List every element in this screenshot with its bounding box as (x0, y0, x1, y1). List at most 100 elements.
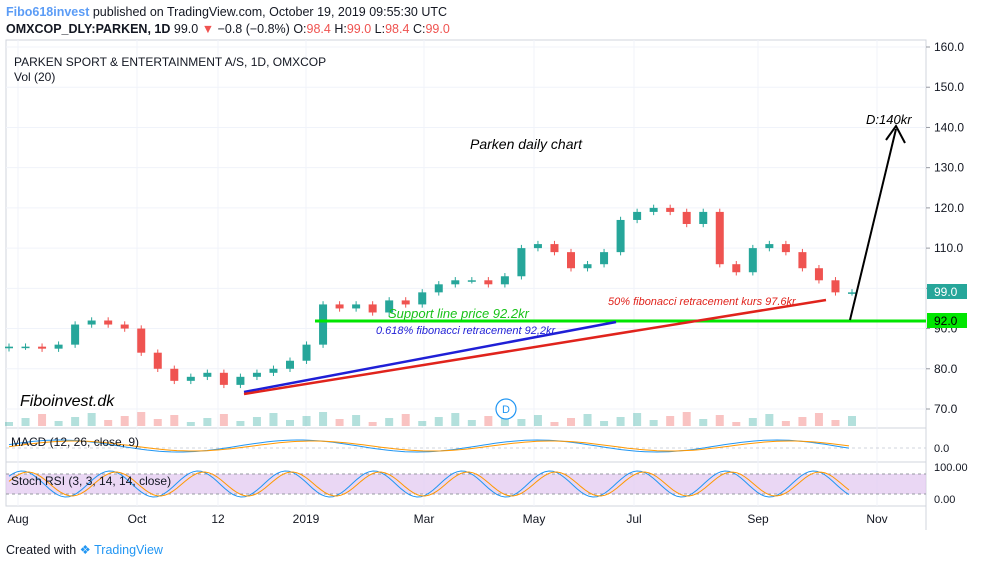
volume-bar (120, 416, 129, 426)
volume-bar (401, 414, 410, 426)
volume-bar (418, 421, 427, 426)
candle-body (137, 328, 146, 353)
candle-body (319, 304, 328, 345)
volume-bar (814, 413, 823, 426)
volume-bar (600, 421, 609, 426)
y-tick-label: 140.0 (934, 120, 964, 134)
high-label: H: (334, 22, 347, 36)
volume-bar (781, 421, 790, 426)
candle-body (699, 211, 708, 224)
footer: Created with ❖ TradingView (6, 542, 163, 557)
volume-bar (715, 415, 724, 426)
volume-bar (517, 419, 526, 426)
macd-signal-line (8, 440, 850, 452)
high-value: 99.0 (346, 22, 372, 36)
candle-body (269, 368, 278, 373)
volume-bar (732, 422, 741, 426)
support-price-badge (927, 313, 967, 328)
candle-body (153, 352, 162, 369)
volume-bar (186, 422, 195, 426)
stoch-k-line (8, 470, 850, 498)
macd-pane[interactable] (5, 427, 927, 463)
volume-bar (484, 416, 493, 426)
x-tick-label: 12 (211, 512, 225, 526)
volume-bar (21, 418, 30, 426)
candle-body (186, 376, 195, 381)
close-value: 99.0 (425, 22, 450, 36)
chart-title: PARKEN SPORT & ENTERTAINMENT A/S, 1D, OM… (14, 55, 326, 69)
volume-bar (352, 415, 361, 426)
candle-body (236, 376, 245, 385)
support-price-badge-text: 92.0 (934, 314, 958, 328)
volume-bar (236, 421, 245, 426)
volume-bar (153, 419, 162, 426)
stoch-band (6, 474, 926, 494)
candle-body (54, 344, 63, 349)
volume-bar (170, 415, 179, 426)
main-pane[interactable] (5, 39, 927, 429)
volume-bar (434, 417, 443, 426)
fib618-note: 0.618% fibonacci retracement 92,2kr (376, 325, 556, 337)
tradingview-link[interactable]: TradingView (94, 543, 163, 557)
candle-body (451, 280, 460, 285)
x-tick-label: 2019 (293, 512, 320, 526)
candle-body (567, 252, 575, 269)
candle-body (385, 300, 394, 313)
candle-body (798, 252, 807, 269)
candle-body (335, 304, 344, 309)
candle-body (418, 292, 427, 305)
publish-line: Fibo618invest published on TradingView.c… (6, 5, 447, 19)
volume-bar (699, 419, 708, 426)
x-tick-label: May (523, 512, 546, 526)
y-tick-label: 80.0 (934, 362, 958, 376)
volume-bar (335, 419, 344, 426)
candle-body (352, 304, 361, 309)
volume-bar (451, 413, 460, 426)
author-link[interactable]: Fibo618invest (6, 5, 90, 19)
volume-bar (467, 420, 476, 426)
candle-body (38, 346, 47, 349)
down-arrow-icon: ▼ (201, 22, 215, 36)
volume-bar (252, 417, 261, 426)
dividend-marker[interactable] (495, 398, 517, 420)
candle-body (252, 372, 261, 377)
candle-body (666, 207, 675, 212)
candle-body (286, 360, 294, 369)
brand-watermark: Fiboinvest.dk (20, 393, 115, 410)
volume-bar (104, 420, 113, 426)
x-tick-label: Aug (7, 512, 28, 526)
candle-body (781, 244, 790, 253)
volume-bar (5, 422, 13, 426)
close-label: C: (412, 22, 426, 36)
candle-body (682, 211, 691, 224)
volume-bar (798, 417, 807, 426)
low-label: L: (374, 22, 386, 36)
volume-bar (765, 414, 774, 426)
candle-body (21, 346, 30, 349)
change-text: −0.8 (−0.8%) (217, 22, 290, 36)
volume-bar (54, 421, 63, 426)
symbol-text: OMXCOP_DLY:PARKEN, 1D (6, 22, 171, 36)
x-tick-label: Oct (128, 512, 147, 526)
last-price-badge (927, 284, 967, 299)
dividend-marker-label: D (502, 404, 510, 416)
candle-body (401, 300, 410, 305)
volume-bar (87, 413, 96, 426)
y-tick-label: 110.0 (934, 241, 963, 255)
stoch-bottom-tick: 0.00 (934, 494, 955, 506)
candle-body (203, 372, 212, 377)
candle-body (484, 280, 493, 285)
candle-body (219, 372, 228, 385)
volume-bar (533, 415, 542, 426)
candle-body (71, 324, 80, 345)
candle-body (765, 244, 774, 249)
low-value: 98.4 (385, 22, 410, 36)
volume-bar (550, 422, 559, 426)
candle-body (517, 248, 526, 277)
volume-bar (302, 416, 311, 426)
candle-body (120, 324, 129, 329)
candle-body (831, 280, 840, 293)
candle-body (434, 284, 443, 293)
target-arrow (849, 128, 897, 321)
